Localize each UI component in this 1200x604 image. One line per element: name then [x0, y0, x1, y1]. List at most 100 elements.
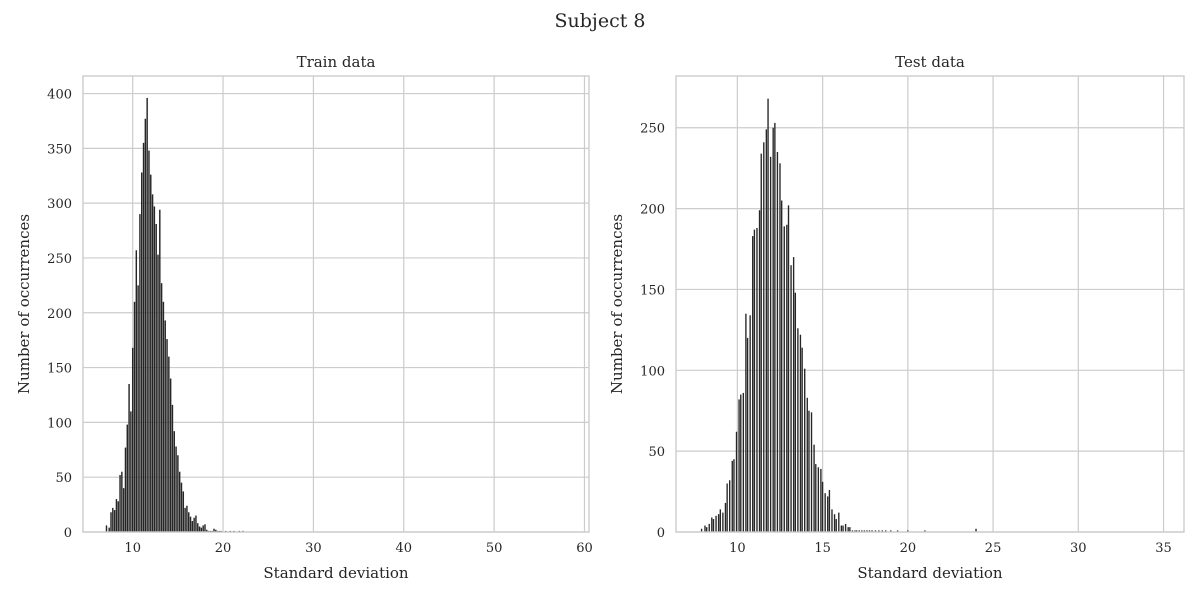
- train-bar: [131, 347, 134, 532]
- train-bar: [128, 384, 130, 532]
- train-bar: [135, 250, 138, 533]
- test-bar: [765, 129, 768, 533]
- test-bar: [708, 523, 710, 532]
- test-x-tick-label: 35: [1155, 541, 1172, 556]
- train-bar: [121, 471, 123, 532]
- train-bar: [213, 528, 215, 532]
- train-bar: [186, 505, 188, 532]
- test-bar: [776, 152, 779, 532]
- train-bar: [198, 526, 201, 532]
- test-bar: [700, 528, 703, 532]
- train-bar: [112, 507, 114, 532]
- train-plot: 10 20 30 40 50 60 0 50 100 150 200 250 300 350 400 Trai…: [15, 53, 593, 582]
- test-bar: [722, 512, 724, 532]
- test-bar: [861, 530, 863, 532]
- test-bar: [711, 517, 713, 532]
- test-bar: [833, 514, 836, 532]
- test-plot-title: Test data: [895, 53, 965, 71]
- train-bar: [137, 285, 139, 532]
- test-bar: [863, 530, 866, 532]
- test-bar: [975, 528, 977, 532]
- test-bar: [813, 444, 815, 532]
- test-bar: [835, 519, 837, 532]
- train-y-axis-label: Number of occurrences: [15, 214, 33, 394]
- test-bar: [729, 480, 731, 532]
- test-bar: [715, 515, 717, 532]
- test-bar: [866, 530, 868, 532]
- train-bar: [182, 491, 185, 532]
- test-bar: [767, 98, 769, 532]
- train-bar: [110, 512, 112, 532]
- test-bar: [772, 127, 774, 532]
- test-bar: [878, 530, 880, 532]
- train-bar: [193, 517, 195, 532]
- train-y-tick-label: 400: [47, 88, 72, 103]
- train-bar: [119, 475, 121, 532]
- test-y-tick-label: 200: [640, 203, 665, 218]
- test-bar: [794, 292, 797, 532]
- train-plot-frame: [82, 75, 590, 533]
- train-x-tick-label: 10: [124, 541, 141, 556]
- train-y-tick-label: 250: [47, 252, 72, 267]
- train-bar: [130, 411, 132, 532]
- test-bar: [801, 347, 803, 532]
- test-bar: [731, 460, 733, 532]
- train-bar: [141, 172, 143, 532]
- train-y-tick-label: 0: [64, 526, 72, 541]
- test-bar: [828, 489, 831, 532]
- test-bar: [745, 313, 747, 532]
- test-bar: [704, 525, 706, 532]
- train-bar: [195, 515, 197, 532]
- test-bar: [849, 527, 851, 532]
- test-bar: [808, 410, 810, 532]
- train-bar: [126, 424, 128, 532]
- test-bar: [851, 530, 854, 532]
- test-bar: [840, 525, 843, 532]
- test-bar: [717, 514, 720, 532]
- test-bar: [868, 530, 871, 532]
- test-bar: [760, 153, 762, 533]
- train-y-tick-label: 100: [47, 416, 72, 431]
- train-bar: [168, 356, 170, 532]
- test-bar: [804, 368, 806, 532]
- test-bar: [896, 530, 899, 532]
- test-y-tick-label: 250: [640, 122, 665, 137]
- test-plot-frame: [675, 75, 1185, 533]
- train-bar: [204, 524, 206, 532]
- train-y-tick-label: 150: [47, 362, 72, 377]
- train-bar: [175, 446, 177, 532]
- test-bar: [838, 512, 840, 532]
- test-x-tick-label: 10: [729, 541, 746, 556]
- test-bar: [792, 257, 795, 532]
- test-bar: [854, 530, 856, 532]
- test-bar: [842, 525, 844, 532]
- test-bar: [884, 530, 887, 532]
- test-bar: [817, 467, 820, 532]
- test-bar: [844, 523, 847, 532]
- train-bar: [160, 283, 163, 532]
- train-y-tick-label: 50: [55, 471, 72, 486]
- test-bar: [821, 481, 824, 532]
- train-bar: [108, 527, 110, 532]
- test-bar: [874, 530, 877, 532]
- test-bar: [758, 210, 761, 532]
- test-bar: [824, 493, 826, 532]
- test-bar: [831, 509, 833, 532]
- test-bar: [856, 530, 858, 532]
- train-bar: [139, 214, 141, 532]
- train-bar: [105, 525, 108, 532]
- test-y-axis-label: Number of occurrences: [608, 214, 626, 394]
- test-x-tick-label: 15: [814, 541, 831, 556]
- test-bar: [820, 468, 822, 532]
- test-bar: [746, 337, 749, 532]
- test-bar: [847, 527, 849, 532]
- test-x-tick-label: 20: [900, 541, 917, 556]
- train-bar: [122, 488, 125, 532]
- test-bar: [787, 205, 790, 533]
- train-x-tick-label: 60: [576, 541, 593, 556]
- figure-title: Subject 8: [555, 10, 646, 32]
- train-bar: [173, 431, 175, 532]
- train-x-tick-label: 20: [215, 541, 232, 556]
- test-y-tick-label: 0: [657, 526, 665, 541]
